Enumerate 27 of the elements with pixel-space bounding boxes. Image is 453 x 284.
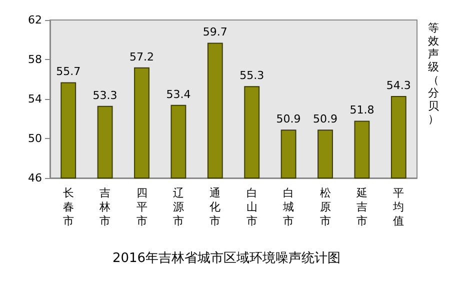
x-tick-label: 吉林市 — [98, 186, 111, 228]
x-tick-label: 白山市 — [246, 186, 258, 228]
x-tick-label: 松原市 — [320, 186, 331, 228]
y-tick-label: 62 — [28, 14, 42, 26]
x-tick-label: 延吉市 — [355, 186, 368, 228]
data-label: 50.9 — [276, 112, 301, 126]
y-tick-label: 46 — [28, 172, 42, 184]
data-label: 53.4 — [166, 88, 191, 101]
y-tick-label: 54 — [28, 92, 42, 106]
x-tick-label: 辽源市 — [172, 186, 184, 228]
x-tick-label: 长春市 — [62, 186, 74, 228]
data-label: 54.3 — [386, 79, 411, 92]
data-label: 59.7 — [202, 26, 228, 39]
data-label: 51.8 — [350, 104, 374, 117]
x-tick-label: 四平市 — [136, 186, 148, 228]
y-tick-label: 58 — [28, 53, 42, 66]
y-axis-title: 等效声级（分贝） — [428, 22, 439, 126]
x-tick-label: 白城市 — [282, 186, 294, 228]
x-tick-label: 平均值 — [392, 186, 404, 228]
data-label: 53.3 — [92, 88, 118, 102]
y-tick-label: 50 — [28, 132, 42, 145]
x-tick-label: 通化市 — [210, 186, 221, 228]
data-label: 55.3 — [240, 69, 264, 82]
data-label: 55.7 — [56, 65, 81, 78]
text: 2016年吉林省城市区域环境噪声统计图 — [112, 250, 341, 266]
data-label: 50.9 — [313, 112, 338, 126]
data-label: 57.2 — [130, 50, 154, 64]
